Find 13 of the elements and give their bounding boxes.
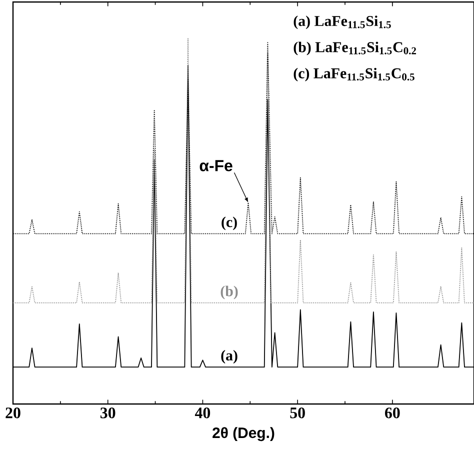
legend-label: (c) <box>222 216 237 230</box>
annotation: (c) LaFe$_{11.5}$Si$_{1.5}$C$_{0.5}$ <box>294 68 414 82</box>
text: (a) LaFe$_{11.5}$Si$_{1.5}$ <box>294 16 391 30</box>
x-tick-label: 50 <box>290 408 305 418</box>
series-label: (b) <box>220 286 238 300</box>
x-tick-label: 20 <box>6 408 20 418</box>
x-tick-label: 60 <box>385 408 400 418</box>
annotation: (b) LaFe$_{11.5}$Si$_{1.5}$C$_{0.2}$ <box>294 42 416 56</box>
x-tick-label: 30 <box>100 408 116 418</box>
series-label: (a) <box>221 350 238 364</box>
x-axis-title: 2θ (Deg.) <box>212 427 274 442</box>
x-tick-label: 40 <box>194 408 210 418</box>
annotation: α-Fe <box>200 160 232 172</box>
